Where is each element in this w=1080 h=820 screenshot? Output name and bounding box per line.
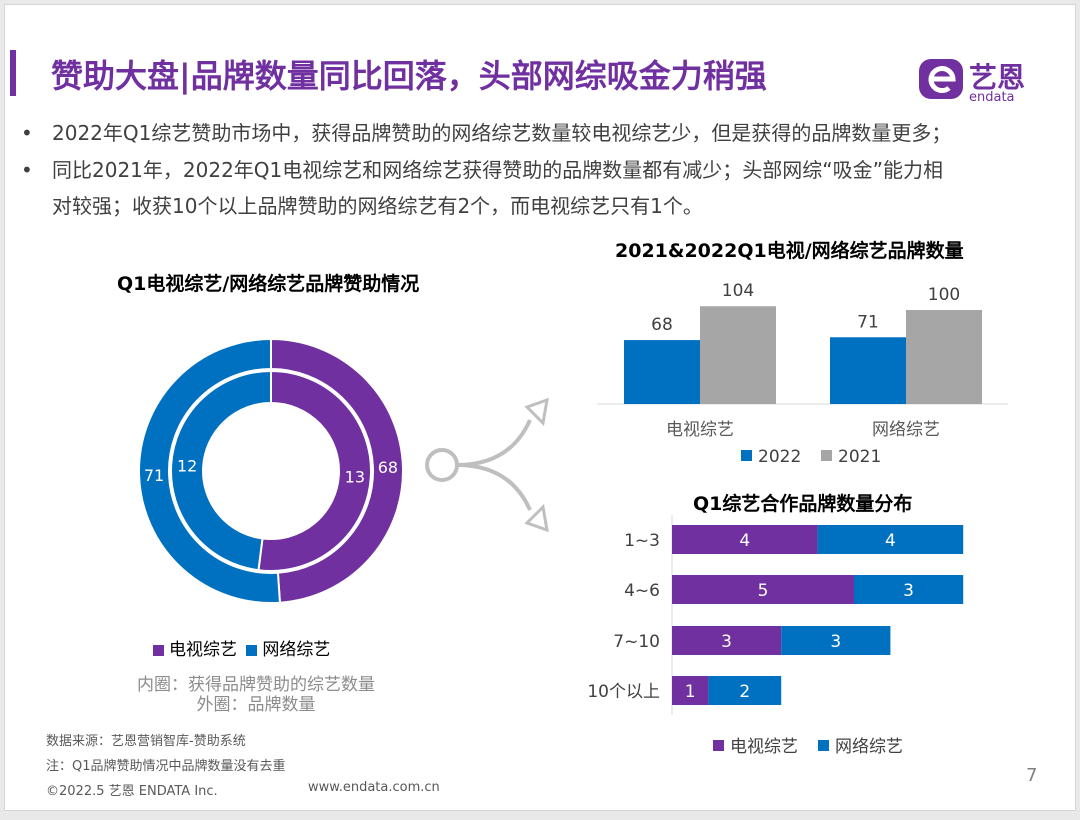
donut-outer-slice-0 [270, 337, 405, 604]
segment-label: 5 [758, 581, 769, 601]
donut-outer-label-1: 71 [144, 466, 164, 485]
category-label: 网络综艺 [872, 420, 940, 440]
stack-1~3-电视综艺 [672, 525, 818, 554]
stack-10个以上-电视综艺 [672, 676, 709, 705]
legend-swatch-2022 [741, 450, 752, 461]
note-inner: 内圈：获得品牌赞助的综艺数量 [137, 675, 375, 695]
legend-tv: 电视综艺 [169, 640, 237, 660]
segment-label: 1 [685, 682, 696, 702]
segment-label: 4 [739, 531, 750, 551]
legend-电视综艺: 电视综艺 [730, 737, 798, 757]
page-number: 7 [1026, 765, 1038, 786]
logo-sub: endata [969, 90, 1015, 105]
bullet-dot: • [21, 158, 33, 182]
page-title: 赞助大盘|品牌数量同比回落，头部网综吸金力稍强 [51, 57, 767, 95]
legend-swatch-2021 [821, 450, 832, 461]
category-label: 电视综艺 [666, 420, 734, 440]
donut-notes: 内圈：获得品牌赞助的综艺数量 外圈：品牌数量 [128, 675, 384, 715]
donut-inner-slice-1 [170, 369, 272, 572]
bar-电视综艺-2021 [700, 306, 776, 404]
donut-legend: 电视综艺 网络综艺 [153, 635, 330, 660]
legend-网络综艺: 网络综艺 [835, 737, 903, 757]
grouped-bar-chart: 68 104 电视综艺 71 100 网络综艺 2022 2021 [597, 281, 1008, 467]
donut-title: Q1电视综艺/网络综艺品牌赞助情况 [117, 273, 420, 295]
stack-4~6-网络综艺 [854, 575, 964, 604]
bar-电视综艺-2022 [624, 340, 700, 404]
donut-inner-label-0: 13 [345, 467, 365, 486]
donut-inner-label-1: 12 [177, 457, 197, 476]
legend-2022: 2022 [758, 447, 801, 467]
category-label: 7~10 [613, 632, 660, 652]
bar-chart-title: 2021&2022Q1电视/网络综艺品牌数量 [615, 240, 964, 262]
footnote: 注：Q1品牌赞助情况中品牌数量没有去重 [46, 759, 286, 774]
stack-7~10-网络综艺 [781, 626, 891, 655]
copyright: ©2022.5 艺恩 ENDATA Inc. [46, 784, 218, 799]
stack-1~3-网络综艺 [817, 525, 964, 554]
bullet-dot: • [21, 121, 33, 145]
legend-swatch-net [246, 644, 258, 656]
endata-logo: 艺恩 endata [917, 53, 1047, 105]
bullet-2-line-1: 同比2021年，2022年Q1电视综艺和网络综艺获得赞助的品牌数量都有减少；头部… [52, 158, 943, 182]
category-label: 10个以上 [587, 682, 660, 702]
donut-inner-slice-0 [257, 369, 372, 572]
legend-swatch-tv [153, 644, 164, 656]
bar-网络综艺-2021 [906, 310, 982, 404]
logo-text: 艺恩 [969, 61, 1025, 94]
segment-label: 3 [903, 581, 914, 601]
bar-value-label: 71 [857, 312, 879, 332]
bullet-1: 2022年Q1综艺赞助市场中，获得品牌赞助的网络综艺数量较电视综艺少，但是获得的… [52, 121, 952, 145]
donut-chart: 68 71 13 12 [138, 337, 405, 604]
note-outer: 外圈：品牌数量 [196, 695, 316, 715]
stacked-chart-title: Q1综艺合作品牌数量分布 [693, 493, 913, 515]
data-source: 数据来源：艺恩营销智库-赞助系统 [46, 734, 246, 749]
donut-outer-slice-1 [138, 337, 282, 604]
title-accent-bar [10, 50, 16, 96]
segment-label: 3 [721, 632, 732, 652]
bar-value-label: 100 [928, 285, 960, 305]
category-label: 1~3 [624, 531, 660, 551]
bar-value-label: 104 [722, 281, 754, 301]
legend-net: 网络综艺 [262, 640, 331, 660]
legend-swatch-网络综艺 [818, 740, 829, 751]
slide: 赞助大盘|品牌数量同比回落，头部网综吸金力稍强 艺恩 endata • 2022… [4, 4, 1076, 811]
bullet-2-line-2: 对较强；收获10个以上品牌赞助的网络综艺有2个，而电视综艺只有1个。 [52, 194, 703, 218]
stack-4~6-电视综艺 [672, 575, 854, 604]
legend-swatch-电视综艺 [713, 740, 724, 751]
stack-10个以上-网络综艺 [708, 676, 782, 705]
bar-网络综艺-2022 [830, 337, 906, 404]
bar-value-label: 68 [651, 315, 673, 335]
connector-arrows-icon [425, 397, 549, 533]
donut-outer-label-0: 68 [378, 458, 398, 477]
segment-label: 3 [830, 632, 841, 652]
stacked-bar-chart: 1~3 4 4 4~6 5 3 7~10 3 3 10个以上 1 2 电视综艺 网络综艺 [587, 515, 964, 757]
website-link[interactable]: www.endata.com.cn [308, 780, 440, 795]
segment-label: 4 [885, 531, 896, 551]
legend-2021: 2021 [838, 447, 881, 467]
category-label: 4~6 [624, 581, 660, 601]
stack-7~10-电视综艺 [672, 626, 782, 655]
segment-label: 2 [739, 682, 750, 702]
